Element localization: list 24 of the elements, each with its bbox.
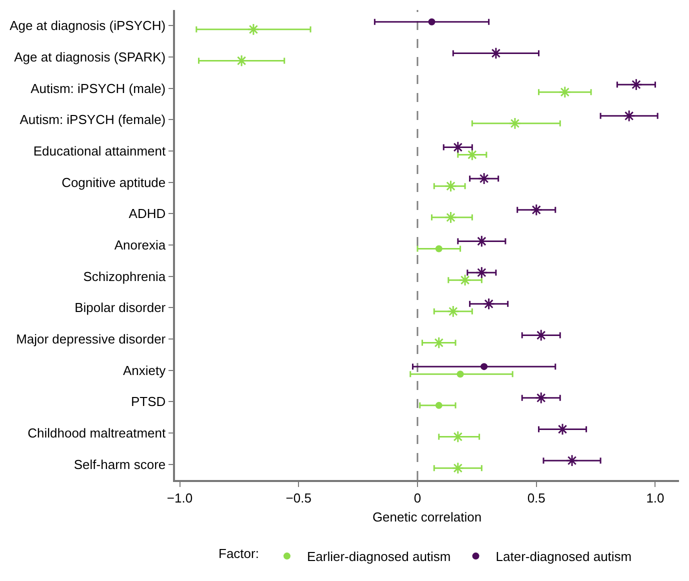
y-tick-label: Autism: iPSYCH (female) xyxy=(20,112,166,128)
legend-title: Factor: xyxy=(218,546,259,561)
x-tick-label: 1.0 xyxy=(646,490,664,506)
y-tick-label: Autism: iPSYCH (male) xyxy=(30,80,166,96)
x-axis-title: Genetic correlation xyxy=(372,509,482,524)
x-tick-label: −1.0 xyxy=(166,490,193,506)
y-tick-label: Self-harm score xyxy=(74,456,166,472)
y-tick-label: Age at diagnosis (SPARK) xyxy=(14,50,166,65)
x-tick-label: 0 xyxy=(414,490,422,506)
y-tick-label: PTSD xyxy=(130,394,166,410)
y-tick-label: Anorexia xyxy=(114,238,166,253)
legend-label: Earlier-diagnosed autism xyxy=(306,549,451,564)
y-tick-label: Age at diagnosis (iPSYCH) xyxy=(10,18,166,34)
y-tick-label: Anxiety xyxy=(123,362,166,378)
x-tick-label: −0.5 xyxy=(286,490,312,506)
y-tick-label: Cognitive aptitude xyxy=(62,174,166,190)
y-tick-label: Major depressive disorder xyxy=(16,332,166,347)
y-tick-label: Bipolar disorder xyxy=(74,300,166,316)
y-tick-label: Childhood maltreatment xyxy=(28,426,166,441)
x-tick-label: 0.5 xyxy=(527,490,546,506)
y-tick-label: ADHD xyxy=(128,206,166,222)
y-tick-label: Educational attainment xyxy=(33,144,166,159)
legend-label: Later-diagnosed autism xyxy=(496,549,632,564)
y-tick-label: Schizophrenia xyxy=(83,268,166,284)
